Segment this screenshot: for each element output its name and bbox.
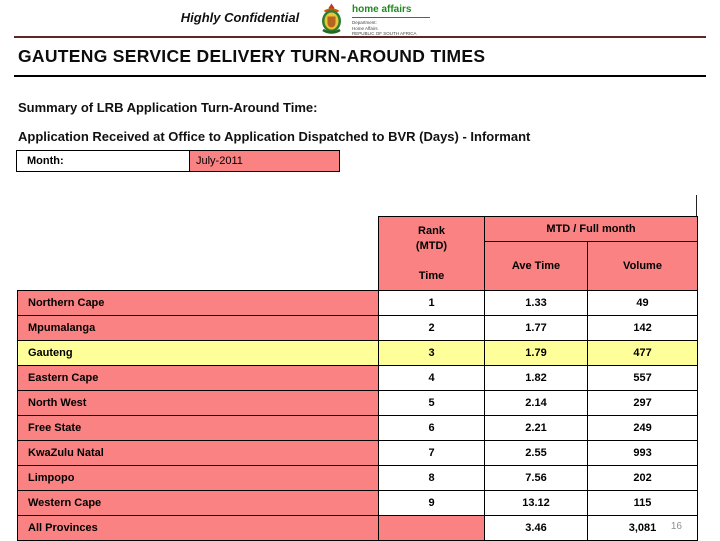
coat-of-arms-icon <box>322 3 341 34</box>
volume-cell: 3,081 <box>586 515 699 541</box>
table-row: Western Cape 9 13.12 115 <box>17 490 699 516</box>
table-header-row-1: Rank (MTD) Time MTD / Full month <box>17 216 699 291</box>
province-cell: Free State <box>17 415 379 441</box>
table-header-row-2: Ave Time Volume <box>18 241 699 291</box>
province-cell: Gauteng <box>17 340 379 366</box>
table-row: Mpumalanga 2 1.77 142 <box>17 315 699 341</box>
summary-heading: Summary of LRB Application Turn-Around T… <box>18 100 318 115</box>
ave-time-cell: 13.12 <box>484 490 588 516</box>
rank-cell: 8 <box>378 465 485 491</box>
dha-logo: home affairs Department: Home Affairs RE… <box>317 3 430 37</box>
table-row: Northern Cape 1 1.33 49 <box>17 290 699 316</box>
table-row: All Provinces 3.46 3,081 <box>17 515 699 541</box>
measure-description: Application Received at Office to Applic… <box>18 129 531 144</box>
ave-time-cell: 3.46 <box>484 515 588 541</box>
province-cell: Limpopo <box>17 465 379 491</box>
volume-cell: 202 <box>586 465 699 491</box>
month-selector: Month: July-2011 <box>16 150 340 172</box>
ave-time-cell: 1.79 <box>484 340 588 366</box>
ave-time-cell: 7.56 <box>484 465 588 491</box>
month-value-cell: July-2011 <box>190 150 340 172</box>
page-number: 16 <box>670 521 682 532</box>
volume-cell: 297 <box>586 390 699 416</box>
province-cell: KwaZulu Natal <box>17 440 379 466</box>
province-cell: Mpumalanga <box>17 315 379 341</box>
ave-time-column-header: Ave Time <box>484 241 588 291</box>
rank-cell: 5 <box>378 390 485 416</box>
ave-time-cell: 1.77 <box>484 315 588 341</box>
volume-cell: 115 <box>586 490 699 516</box>
volume-cell: 993 <box>586 440 699 466</box>
volume-cell: 142 <box>586 315 699 341</box>
logo-title: home affairs <box>352 4 412 15</box>
rank-cell: 6 <box>378 415 485 441</box>
logo-subtext: Department: Home Affairs REPUBLIC OF SOU… <box>352 20 417 36</box>
table-row: Gauteng 3 1.79 477 <box>17 340 699 366</box>
province-cell: North West <box>17 390 379 416</box>
province-cell: All Provinces <box>17 515 379 541</box>
ave-time-cell: 2.21 <box>484 415 588 441</box>
mtd-group-header: MTD / Full month <box>483 216 699 242</box>
rank-cell <box>378 515 485 541</box>
table-edge-line <box>696 195 697 216</box>
rank-cell: 4 <box>378 365 485 391</box>
table-row: Limpopo 8 7.56 202 <box>17 465 699 491</box>
province-cell: Northern Cape <box>17 290 379 316</box>
province-cell: Eastern Cape <box>17 365 379 391</box>
logo-underline <box>352 17 430 18</box>
table-body: Northern Cape 1 1.33 49 Mpumalanga 2 1.77 142 Ga… <box>17 290 699 541</box>
confidential-label: Highly Confidential <box>180 10 300 25</box>
table-row: KwaZulu Natal 7 2.55 993 <box>17 440 699 466</box>
ave-time-cell: 2.55 <box>484 440 588 466</box>
ave-time-cell: 1.33 <box>484 290 588 316</box>
province-cell: Western Cape <box>17 490 379 516</box>
table-row: North West 5 2.14 297 <box>17 390 699 416</box>
logo-text: home affairs Department: Home Affairs RE… <box>352 3 430 37</box>
ave-time-cell: 1.82 <box>484 365 588 391</box>
table-row: Eastern Cape 4 1.82 557 <box>17 365 699 391</box>
blank-header-cell <box>17 216 379 291</box>
rank-cell: 7 <box>378 440 485 466</box>
volume-column-header: Volume <box>586 241 699 291</box>
table-row: Free State 6 2.21 249 <box>17 415 699 441</box>
month-label-cell: Month: <box>16 150 190 172</box>
turnaround-table: Rank (MTD) Time MTD / Full month Ave Tim… <box>17 216 699 541</box>
ave-time-cell: 2.14 <box>484 390 588 416</box>
volume-cell: 249 <box>586 415 699 441</box>
rank-cell: 1 <box>378 290 485 316</box>
header-divider-line <box>14 36 706 38</box>
volume-cell: 557 <box>586 365 699 391</box>
rank-column-header: Rank (MTD) Time <box>378 216 485 291</box>
rank-cell: 2 <box>378 315 485 341</box>
page-title: GAUTENG SERVICE DELIVERY TURN-AROUND TIM… <box>18 46 486 66</box>
rank-cell: 9 <box>378 490 485 516</box>
rank-cell: 3 <box>378 340 485 366</box>
volume-cell: 49 <box>586 290 699 316</box>
title-underline <box>14 75 706 77</box>
volume-cell: 477 <box>586 340 699 366</box>
